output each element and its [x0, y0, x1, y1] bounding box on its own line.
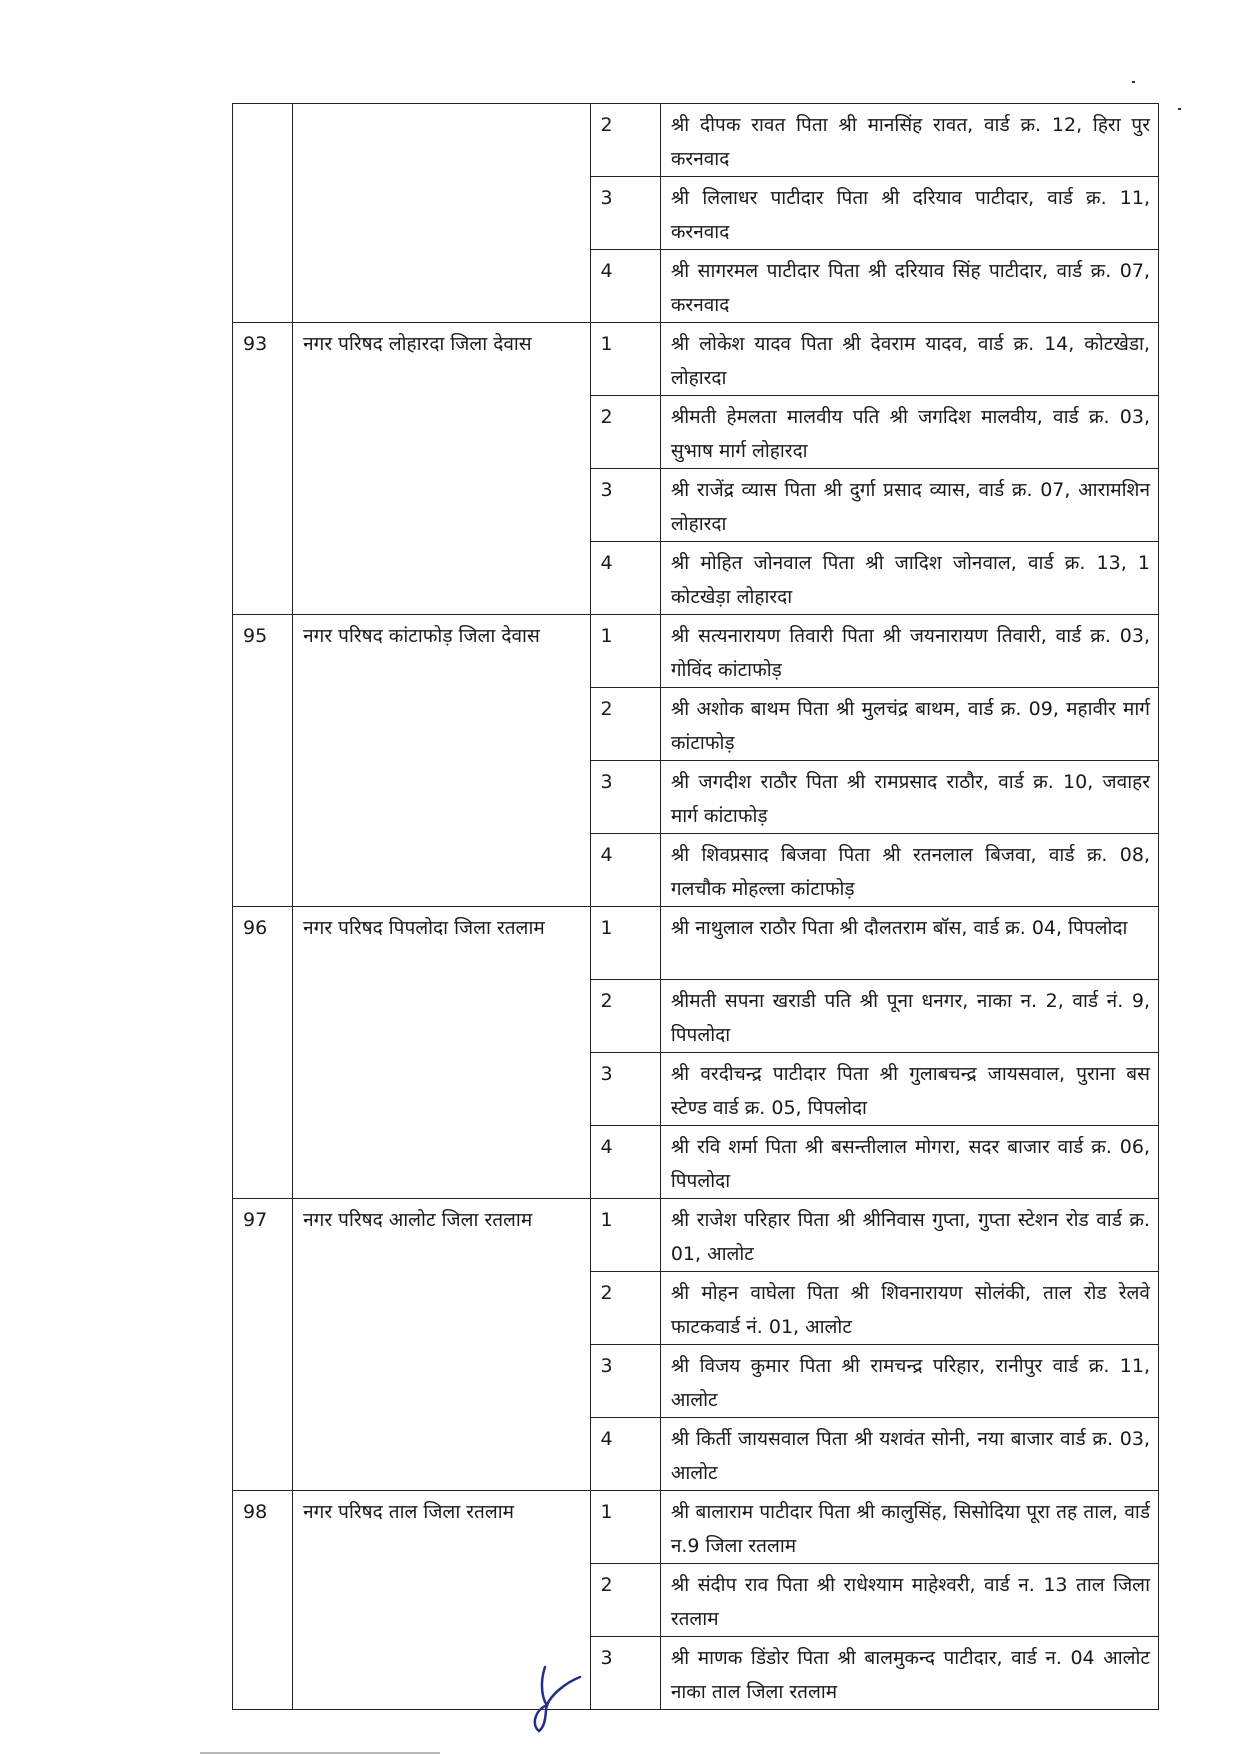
member-name: श्री लिलाधर पाटीदार पिता श्री दरियाव पाट… — [659, 176, 1160, 250]
table-row: 95 नगर परिषद कांटाफोड़ जिला देवास 1 श्री सत… — [231, 614, 1160, 907]
member-name: श्री जगदीश राठौर पिता श्री रामप्रसाद राठ… — [659, 760, 1160, 834]
table-row: 2 श्रीमती हेमलता मालवीय पति श्री जगदिश मा… — [233, 395, 1160, 469]
members-table: 2 श्री दीपक रावत पिता श्री मानसिंह रावत, … — [231, 103, 1160, 1710]
table-row: 2 श्री मोहन वाघेला पिता श्री शिवनारायण सो… — [233, 1271, 1160, 1345]
council-name — [292, 103, 591, 323]
table-row: 96 नगर परिषद पिपलोदा जिला रतलाम 1 श्री नाथु… — [231, 906, 1160, 1199]
member-name: श्री नाथुलाल राठौर पिता श्री दौलतराम बॉस… — [659, 906, 1160, 980]
member-name: श्री रवि शर्मा पिता श्री बसन्तीलाल मोगरा… — [659, 1125, 1160, 1199]
signature — [525, 1665, 595, 1739]
member-number: 2 — [589, 687, 661, 761]
member-name: श्री सागरमल पाटीदार पिता श्री दरियाव सिं… — [659, 249, 1160, 323]
council-name: नगर परिषद कांटाफोड़ जिला देवास — [292, 614, 591, 907]
table-row: 4 श्री किर्ती जायसवाल पिता श्री यशवंत सोन… — [233, 1417, 1160, 1491]
table-row: 97 नगर परिषद आलोट जिला रतलाम 1 श्री राजेश प… — [231, 1198, 1160, 1491]
member-number: 3 — [589, 176, 661, 250]
member-number: 4 — [589, 541, 661, 615]
serial-number: 93 — [231, 322, 294, 615]
member-number: 2 — [589, 1271, 661, 1345]
table-row: 93 नगर परिषद लोहारदा जिला देवास 1 श्री लोके… — [231, 322, 1160, 615]
serial-number: 98 — [231, 1490, 294, 1710]
table-row: 3 श्री माणक डिंडोर पिता श्री बालमुकन्द पा… — [233, 1636, 1160, 1710]
member-number: 2 — [589, 103, 661, 177]
table-row: 2 श्री दीपक रावत पिता श्री मानसिंह रावत, … — [231, 103, 1160, 323]
member-name: श्री बालाराम पाटीदार पिता श्री कालुसिंह,… — [659, 1490, 1160, 1564]
member-number: 4 — [589, 1417, 661, 1491]
member-name: श्री शिवप्रसाद बिजवा पिता श्री रतनलाल बि… — [659, 833, 1160, 907]
table-row: 2 श्री अशोक बाथम पिता श्री मुलचंद्र बाथम,… — [233, 687, 1160, 761]
member-name: श्रीमती हेमलता मालवीय पति श्री जगदिश माल… — [659, 395, 1160, 469]
table-row: 3 श्री राजेंद्र व्यास पिता श्री दुर्गा प्… — [233, 468, 1160, 542]
council-name: नगर परिषद आलोट जिला रतलाम — [292, 1198, 591, 1491]
member-name: श्री राजेश परिहार पिता श्री श्रीनिवास गु… — [659, 1198, 1160, 1272]
member-number: 1 — [589, 1198, 661, 1272]
table-row: 3 श्री वरदीचन्द्र पाटीदार पिता श्री गुलाब… — [233, 1052, 1160, 1126]
table-row: 98 नगर परिषद ताल जिला रतलाम 1 श्री बालाराम … — [231, 1490, 1160, 1710]
member-number: 4 — [589, 1125, 661, 1199]
member-number: 3 — [589, 1344, 661, 1418]
member-name: श्री माणक डिंडोर पिता श्री बालमुकन्द पाट… — [659, 1636, 1160, 1710]
member-number: 1 — [589, 322, 661, 396]
table-row: 4 श्री सागरमल पाटीदार पिता श्री दरियाव सि… — [233, 249, 1160, 323]
serial-number — [231, 103, 294, 323]
member-number: 4 — [589, 833, 661, 907]
table-row: 2 श्रीमती सपना खराडी पति श्री पूना धनगर, … — [233, 979, 1160, 1053]
member-number: 4 — [589, 249, 661, 323]
scan-mark — [1178, 108, 1181, 110]
member-number: 1 — [589, 906, 661, 980]
member-number: 3 — [589, 1636, 661, 1710]
council-name: नगर परिषद ताल जिला रतलाम — [292, 1490, 591, 1710]
member-name: श्री राजेंद्र व्यास पिता श्री दुर्गा प्र… — [659, 468, 1160, 542]
member-name: श्री सत्यनारायण तिवारी पिता श्री जयनाराय… — [659, 614, 1160, 688]
member-name: श्रीमती सपना खराडी पति श्री पूना धनगर, न… — [659, 979, 1160, 1053]
member-name: श्री मोहन वाघेला पिता श्री शिवनारायण सोल… — [659, 1271, 1160, 1345]
member-name: श्री वरदीचन्द्र पाटीदार पिता श्री गुलाबच… — [659, 1052, 1160, 1126]
member-name: श्री विजय कुमार पिता श्री रामचन्द्र परिह… — [659, 1344, 1160, 1418]
table-row: 2 श्री संदीप राव पिता श्री राधेश्याम माहे… — [233, 1563, 1160, 1637]
member-number: 2 — [589, 979, 661, 1053]
member-number: 3 — [589, 1052, 661, 1126]
member-name: श्री किर्ती जायसवाल पिता श्री यशवंत सोनी… — [659, 1417, 1160, 1491]
member-number: 3 — [589, 760, 661, 834]
council-name: नगर परिषद पिपलोदा जिला रतलाम — [292, 906, 591, 1199]
member-number: 2 — [589, 1563, 661, 1637]
table-row: 4 श्री मोहित जोनवाल पिता श्री जादिश जोनवा… — [233, 541, 1160, 615]
serial-number: 97 — [231, 1198, 294, 1491]
table-row: 4 श्री शिवप्रसाद बिजवा पिता श्री रतनलाल ब… — [233, 833, 1160, 907]
member-number: 1 — [589, 1490, 661, 1564]
council-name: नगर परिषद लोहारदा जिला देवास — [292, 322, 591, 615]
serial-number: 96 — [231, 906, 294, 1199]
table-row: 3 श्री लिलाधर पाटीदार पिता श्री दरियाव पा… — [233, 176, 1160, 250]
member-number: 3 — [589, 468, 661, 542]
scan-edge — [200, 1752, 440, 1754]
member-name: श्री मोहित जोनवाल पिता श्री जादिश जोनवाल… — [659, 541, 1160, 615]
member-name: श्री संदीप राव पिता श्री राधेश्याम माहेश… — [659, 1563, 1160, 1637]
member-name: श्री लोकेश यादव पिता श्री देवराम यादव, व… — [659, 322, 1160, 396]
member-name: श्री दीपक रावत पिता श्री मानसिंह रावत, व… — [659, 103, 1160, 177]
member-number: 1 — [589, 614, 661, 688]
scan-mark — [1132, 81, 1135, 83]
table-row: 3 श्री जगदीश राठौर पिता श्री रामप्रसाद रा… — [233, 760, 1160, 834]
serial-number: 95 — [231, 614, 294, 907]
member-name: श्री अशोक बाथम पिता श्री मुलचंद्र बाथम, … — [659, 687, 1160, 761]
member-number: 2 — [589, 395, 661, 469]
